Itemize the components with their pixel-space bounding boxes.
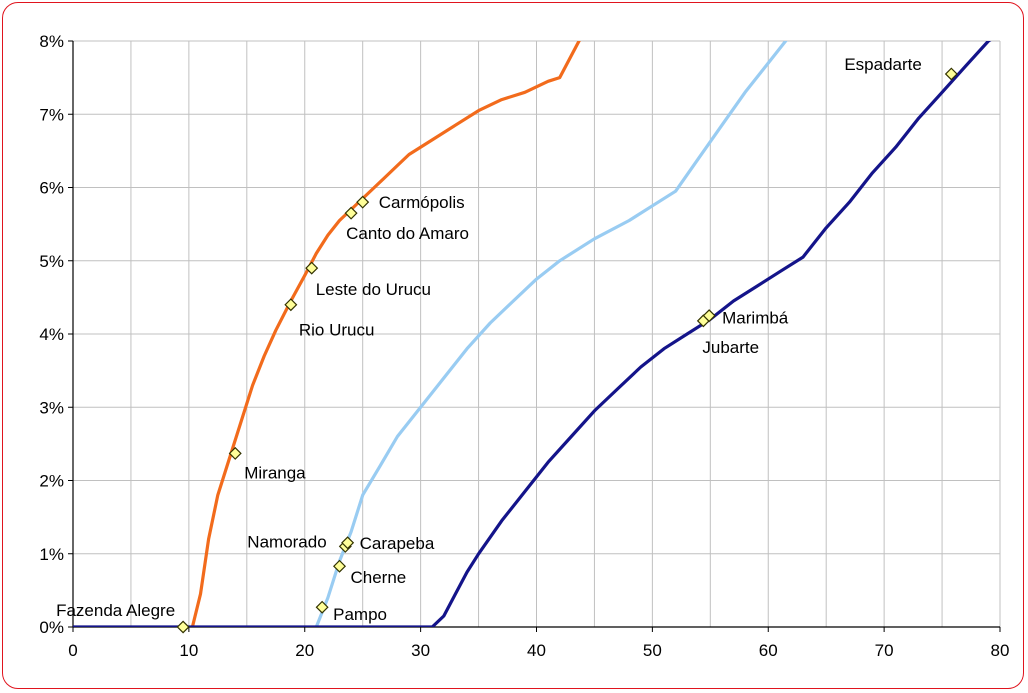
series-line-2: [314, 41, 788, 627]
x-tick-label: 0: [68, 641, 77, 660]
point-marker: [176, 620, 190, 634]
point-label: Namorado: [247, 532, 326, 551]
x-tick-label: 10: [179, 641, 198, 660]
x-tick-label: 50: [643, 641, 662, 660]
series-line-3: [73, 41, 992, 627]
point-marker: [315, 600, 329, 614]
point-marker: [356, 195, 370, 209]
point-label: Rio Urucu: [299, 321, 375, 340]
point-label: Fazenda Alegre: [56, 601, 175, 620]
point-marker: [284, 298, 298, 312]
point-marker: [944, 67, 958, 81]
y-tick-label: 0%: [39, 618, 64, 637]
x-tick-label: 30: [411, 641, 430, 660]
x-tick-label: 40: [527, 641, 546, 660]
point-label: Marimbá: [722, 309, 789, 328]
point-label: Leste do Urucu: [316, 280, 431, 299]
point-label: Carapeba: [360, 534, 435, 553]
point-marker: [702, 309, 716, 323]
point-label: Espadarte: [844, 55, 922, 74]
point-label: Cherne: [351, 568, 407, 587]
x-tick-label: 80: [991, 641, 1010, 660]
y-tick-label: 2%: [39, 472, 64, 491]
x-tick-label: 70: [875, 641, 894, 660]
y-tick-label: 7%: [39, 105, 64, 124]
y-tick-label: 6%: [39, 179, 64, 198]
point-label: Miranga: [244, 463, 306, 482]
point-marker: [333, 559, 347, 573]
y-tick-label: 3%: [39, 398, 64, 417]
y-tick-label: 4%: [39, 325, 64, 344]
point-label: Pampo: [333, 605, 387, 624]
point-marker: [344, 206, 358, 220]
point-label: Jubarte: [702, 338, 759, 357]
point-label: Carmópolis: [379, 193, 465, 212]
y-tick-label: 5%: [39, 252, 64, 271]
x-tick-label: 20: [295, 641, 314, 660]
point-marker: [228, 446, 242, 460]
y-tick-label: 8%: [39, 32, 64, 51]
x-tick-label: 60: [759, 641, 778, 660]
point-marker: [341, 536, 355, 550]
y-tick-label: 1%: [39, 545, 64, 564]
point-label: Canto do Amaro: [346, 224, 469, 243]
point-marker: [305, 261, 319, 275]
